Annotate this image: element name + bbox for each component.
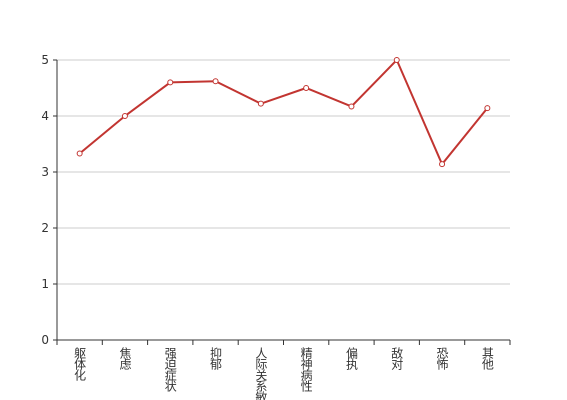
point <box>439 161 446 168</box>
y-tick-label: 0 <box>41 333 49 347</box>
point <box>167 79 174 86</box>
point <box>76 150 83 157</box>
point <box>348 103 355 110</box>
point <box>393 57 400 63</box>
y-tick-label: 4 <box>41 109 49 123</box>
point <box>212 78 219 85</box>
y-tick-label: 2 <box>41 221 49 235</box>
x-tick-label: 躯体化 <box>73 346 87 382</box>
point <box>484 105 491 112</box>
x-tick-label: 精神病性 <box>299 347 313 393</box>
y-tick-label: 5 <box>41 53 49 67</box>
x-tick-label: 抑郁 <box>209 346 223 371</box>
x-tick-label: 强迫症状 <box>163 347 177 392</box>
x-tick-label: 偏执 <box>344 346 358 371</box>
x-tick-label: 焦虑 <box>118 347 132 370</box>
x-tick-label: 敌对 <box>390 346 404 370</box>
point <box>303 85 310 91</box>
x-tick-label: 其他 <box>480 347 494 370</box>
point <box>121 113 128 119</box>
y-tick-label: 3 <box>41 165 49 179</box>
y-tick-label: 1 <box>41 277 49 291</box>
point <box>257 100 264 107</box>
line <box>79 58 489 167</box>
x-tick-label: 人际关系敏感 <box>254 347 268 400</box>
x-tick-label: 恐怖 <box>435 347 449 370</box>
